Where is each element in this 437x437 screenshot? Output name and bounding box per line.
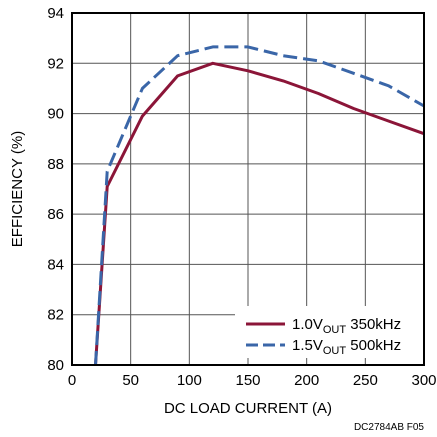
figure-code: DC2784AB F05	[354, 422, 424, 433]
y-tick-label: 80	[47, 357, 64, 374]
x-axis-label: DC LOAD CURRENT (A)	[164, 400, 332, 417]
x-tick-label: 250	[353, 372, 378, 389]
y-tick-label: 88	[47, 156, 64, 173]
x-tick-label: 200	[294, 372, 319, 389]
plot-frame	[71, 12, 425, 366]
legend-box	[235, 306, 423, 358]
legend: 1.0VOUT 350kHz 1.5VOUT 500kHz	[235, 306, 423, 358]
legend-label-1v: 1.0VOUT 350kHz	[292, 316, 401, 336]
y-tick-label: 86	[47, 206, 64, 223]
x-tick-label: 150	[235, 372, 260, 389]
y-tick-label: 82	[47, 307, 64, 324]
series-line-0	[94, 61, 425, 366]
x-tick-label: 0	[68, 372, 76, 389]
x-tick-label: 300	[411, 372, 436, 389]
y-tick-label: 84	[47, 256, 64, 273]
y-tick-label: 90	[47, 106, 64, 123]
x-tick-label: 100	[177, 372, 202, 389]
legend-label-1p5v: 1.5VOUT 500kHz	[292, 337, 401, 357]
y-axis-label: EFFICIENCY (%)	[9, 131, 26, 247]
y-tick-label: 94	[47, 5, 64, 22]
x-tick-label: 50	[122, 372, 139, 389]
series-line-1	[94, 45, 425, 366]
tick-labels: 0 50 100 150 200 250 300 80 82 84 86 88 90 92 94	[47, 5, 436, 389]
y-tick-label: 92	[47, 55, 64, 72]
series-lines	[94, 45, 425, 366]
